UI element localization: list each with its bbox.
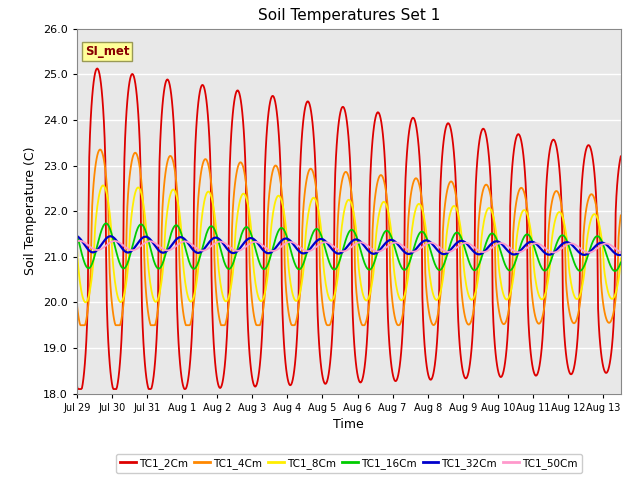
TC1_50Cm [464,240,472,246]
Line: TC1_50Cm: TC1_50Cm [77,241,621,252]
TC1_8Cm [82,300,90,305]
TC1_50Cm [585,250,593,255]
TC1_50Cm [73,239,81,244]
TC1_2Cm [465,370,472,375]
TC1_4Cm [617,213,625,218]
TC1_8Cm [617,255,625,261]
TC1_4Cm [478,193,486,199]
TC1_2Cm [327,352,335,358]
TC1_4Cm [97,146,104,152]
TC1_8Cm [327,298,335,303]
TC1_50Cm [326,241,334,247]
TC1_16Cm [75,240,83,245]
TC1_16Cm [73,231,81,237]
TC1_16Cm [150,257,157,263]
TC1_32Cm [326,243,333,249]
TC1_16Cm [326,262,334,267]
TC1_16Cm [617,260,625,265]
Line: TC1_8Cm: TC1_8Cm [77,185,621,302]
TC1_4Cm [150,323,158,328]
Y-axis label: Soil Temperature (C): Soil Temperature (C) [24,147,37,276]
TC1_8Cm [478,234,486,240]
TC1_16Cm [102,220,110,226]
TC1_32Cm [73,233,81,239]
TC1_2Cm [478,128,486,133]
TC1_8Cm [465,292,472,298]
TC1_50Cm [477,249,484,254]
TC1_8Cm [99,182,107,188]
TC1_50Cm [75,238,83,244]
Text: SI_met: SI_met [85,45,129,58]
TC1_8Cm [73,240,81,246]
Title: Soil Temperatures Set 1: Soil Temperatures Set 1 [258,9,440,24]
Line: TC1_16Cm: TC1_16Cm [77,223,621,271]
TC1_4Cm [465,322,472,327]
TC1_50Cm [76,238,84,244]
Line: TC1_2Cm: TC1_2Cm [77,69,621,389]
TC1_8Cm [307,201,314,206]
TC1_2Cm [93,66,101,72]
TC1_2Cm [150,366,158,372]
TC1_2Cm [307,105,314,110]
TC1_2Cm [617,154,625,159]
TC1_50Cm [617,249,625,255]
Line: TC1_4Cm: TC1_4Cm [77,149,621,325]
TC1_4Cm [73,300,81,306]
TC1_32Cm [305,247,313,253]
TC1_8Cm [75,272,83,277]
TC1_50Cm [306,248,314,254]
TC1_32Cm [463,241,471,247]
TC1_16Cm [477,257,484,263]
TC1_2Cm [76,386,84,392]
TC1_4Cm [307,166,314,171]
Legend: TC1_2Cm, TC1_4Cm, TC1_8Cm, TC1_16Cm, TC1_32Cm, TC1_50Cm: TC1_2Cm, TC1_4Cm, TC1_8Cm, TC1_16Cm, TC1… [116,454,582,473]
TC1_32Cm [617,252,625,258]
TC1_16Cm [306,240,314,246]
TC1_2Cm [74,386,82,392]
TC1_32Cm [149,240,157,246]
TC1_32Cm [476,252,484,257]
TC1_4Cm [77,323,84,328]
TC1_4Cm [75,317,83,323]
TC1_8Cm [150,298,158,304]
TC1_16Cm [464,255,472,261]
TC1_2Cm [73,382,81,387]
TC1_50Cm [150,240,157,245]
TC1_16Cm [611,268,619,274]
TC1_4Cm [327,320,335,325]
TC1_32Cm [75,235,83,240]
Line: TC1_32Cm: TC1_32Cm [77,236,621,255]
TC1_32Cm [616,252,623,258]
X-axis label: Time: Time [333,418,364,431]
